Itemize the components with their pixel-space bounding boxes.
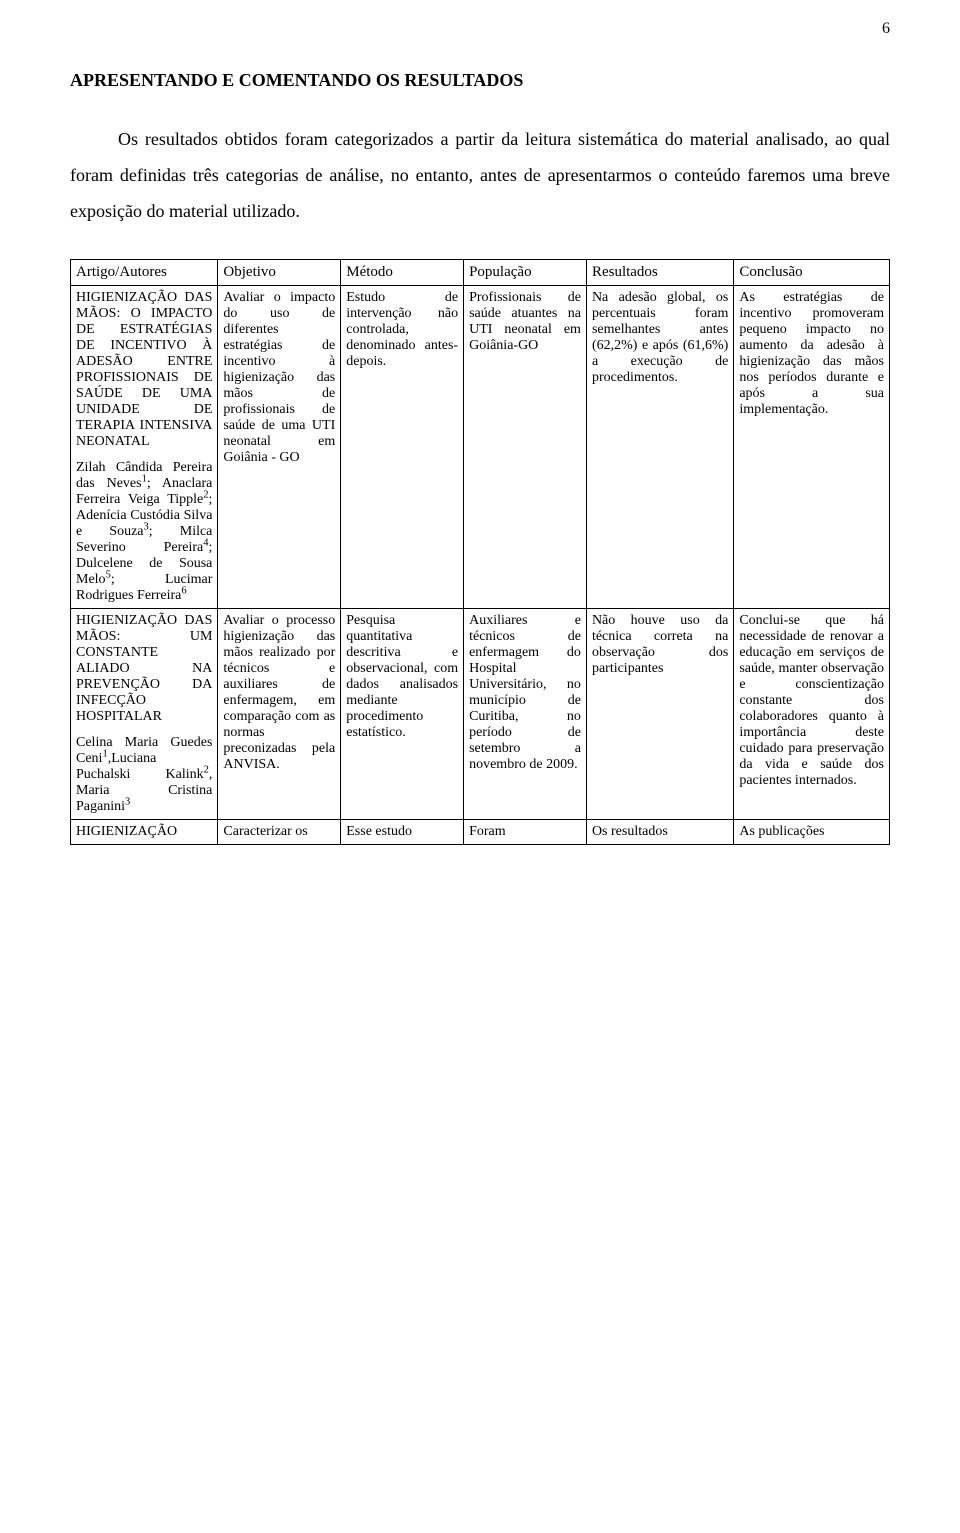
cell-conclusion: As estratégias de incentivo promoveram p… xyxy=(734,286,890,609)
cell-results: Não houve uso da técnica correta na obse… xyxy=(586,609,733,820)
cell-article-authors: HIGIENIZAÇÃO DAS MÃOS: UM CONSTANTE ALIA… xyxy=(71,609,218,820)
article-title: HIGIENIZAÇÃO DAS MÃOS: O IMPACTO DE ESTR… xyxy=(76,290,212,450)
section-title: APRESENTANDO E COMENTANDO OS RESULTADOS xyxy=(70,70,890,91)
table-header-row: Artigo/Autores Objetivo Método População… xyxy=(71,260,890,286)
cell-population: Profissionais de saúde atuantes na UTI n… xyxy=(464,286,587,609)
cell-method: Estudo de intervenção não controlada, de… xyxy=(341,286,464,609)
intro-paragraph: Os resultados obtidos foram categorizado… xyxy=(70,121,890,229)
cell-method: Pesquisa quantitativa descritiva e obser… xyxy=(341,609,464,820)
cell-conclusion: As publicações xyxy=(734,820,890,845)
cell-conclusion: Conclui-se que há necessidade de renovar… xyxy=(734,609,890,820)
article-authors: Celina Maria Guedes Ceni1,Luciana Puchal… xyxy=(76,735,212,815)
cell-results: Na adesão global, os percentuais foram s… xyxy=(586,286,733,609)
cell-objective: Caracterizar os xyxy=(218,820,341,845)
header-metodo: Método xyxy=(341,260,464,286)
table-row: HIGIENIZAÇÃO DAS MÃOS: UM CONSTANTE ALIA… xyxy=(71,609,890,820)
cell-results: Os resultados xyxy=(586,820,733,845)
header-populacao: População xyxy=(464,260,587,286)
cell-objective: Avaliar o processo higienização das mãos… xyxy=(218,609,341,820)
table-row: HIGIENIZAÇÃO DAS MÃOS: O IMPACTO DE ESTR… xyxy=(71,286,890,609)
article-title: HIGIENIZAÇÃO DAS MÃOS: UM CONSTANTE ALIA… xyxy=(76,613,212,725)
cell-article-authors: HIGIENIZAÇÃO DAS MÃOS: O IMPACTO DE ESTR… xyxy=(71,286,218,609)
page-root: 6 APRESENTANDO E COMENTANDO OS RESULTADO… xyxy=(0,0,960,1533)
header-artigo: Artigo/Autores xyxy=(71,260,218,286)
header-objetivo: Objetivo xyxy=(218,260,341,286)
header-conclusao: Conclusão xyxy=(734,260,890,286)
cell-article-authors: HIGIENIZAÇÃO xyxy=(71,820,218,845)
results-table: Artigo/Autores Objetivo Método População… xyxy=(70,259,890,845)
article-authors: Zilah Cândida Pereira das Neves1; Anacla… xyxy=(76,460,212,604)
cell-objective: Avaliar o impacto do uso de diferentes e… xyxy=(218,286,341,609)
table-body: HIGIENIZAÇÃO DAS MÃOS: O IMPACTO DE ESTR… xyxy=(71,286,890,845)
article-title: HIGIENIZAÇÃO xyxy=(76,824,212,840)
table-row: HIGIENIZAÇÃO Caracterizar osEsse estudoFo… xyxy=(71,820,890,845)
page-number: 6 xyxy=(882,20,890,38)
cell-method: Esse estudo xyxy=(341,820,464,845)
cell-population: Auxiliares e técnicos de enfermagem do H… xyxy=(464,609,587,820)
header-resultados: Resultados xyxy=(586,260,733,286)
cell-population: Foram xyxy=(464,820,587,845)
